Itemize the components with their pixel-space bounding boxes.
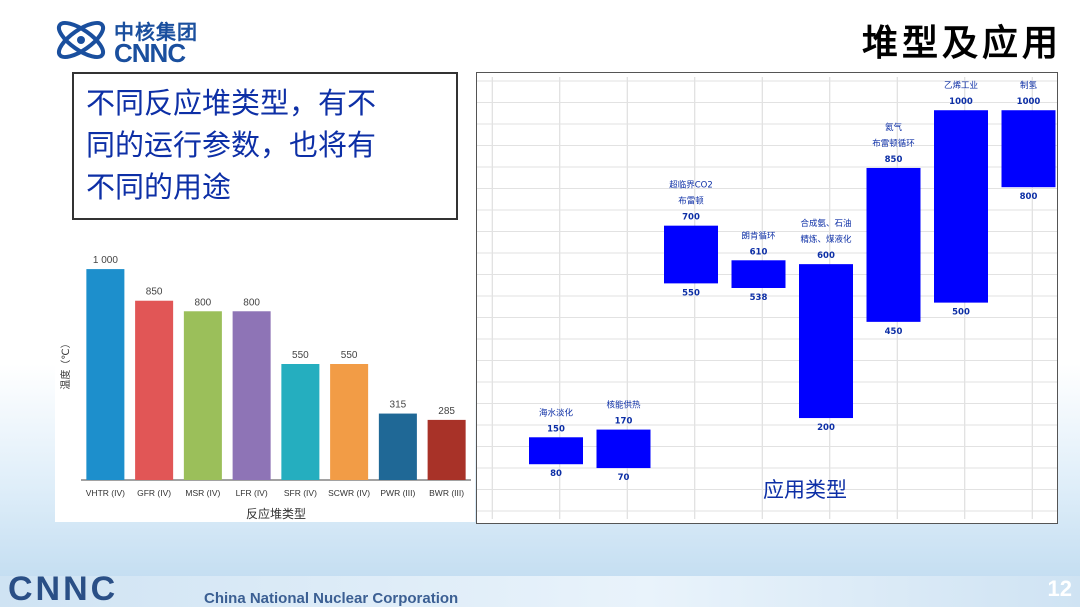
logo-english-name: CNNC — [114, 38, 186, 68]
range-bar — [1001, 110, 1056, 188]
category-label: 制氢 — [1020, 80, 1038, 91]
range-low-label: 800 — [1020, 192, 1038, 202]
bar — [135, 300, 174, 480]
callout-line: 同的运行参数，也将有 — [86, 128, 377, 162]
x-tick-label: SFR (IV) — [284, 488, 317, 498]
x-axis-title: 应用类型 — [763, 478, 847, 502]
bar-value-label: 1 000 — [93, 255, 118, 266]
atom-logo-icon — [56, 20, 106, 60]
range-bar — [664, 225, 718, 284]
category-label: 精炼、煤液化 — [800, 234, 852, 245]
range-bar — [934, 110, 988, 303]
range-bar — [866, 167, 921, 322]
bar-value-label: 550 — [292, 350, 309, 361]
range-high-label: 700 — [682, 213, 700, 223]
bar — [183, 311, 222, 480]
slide-title: 堆型及应用 — [861, 22, 1062, 64]
x-tick-label: SCWR (IV) — [328, 488, 370, 498]
bar — [427, 419, 466, 480]
x-tick-label: PWR (III) — [380, 488, 415, 498]
range-low-label: 550 — [682, 288, 700, 298]
range-bar — [596, 429, 651, 469]
footer: CNNC China National Nuclear Corporation … — [0, 566, 1080, 608]
bar-value-label: 550 — [341, 350, 358, 361]
range-low-label: 450 — [885, 327, 903, 337]
range-low-label: 70 — [618, 473, 630, 483]
footer-brand: CNNC — [8, 570, 119, 608]
callout-line: 不同反应堆类型，有不 — [86, 86, 377, 120]
x-tick-label: BWR (III) — [429, 488, 464, 498]
bar-value-label: 800 — [195, 297, 212, 308]
bar-value-label: 800 — [243, 297, 260, 308]
bar-value-label: 850 — [146, 287, 163, 298]
cnnc-logo: 中核集团 CNNC — [52, 14, 222, 70]
range-bar — [731, 260, 786, 288]
range-high-label: 1000 — [949, 97, 973, 107]
range-bar — [799, 264, 853, 419]
y-axis-title: 温度（℃） — [59, 338, 72, 389]
category-label: 布雷顿循环 — [872, 138, 915, 149]
reactor-temperature-svg: 1 000 VHTR (IV) 850 GFR (IV) 800 MSR (IV) 800 L… — [59, 255, 471, 521]
logo-chinese-name: 中核集团 — [114, 20, 198, 44]
application-temperature-chart: 温度℃15080海水淡化17070核能供热700550超临界CO2布雷顿6105… — [453, 72, 1058, 524]
x-tick-label: GFR (IV) — [137, 488, 171, 498]
range-low-label: 500 — [952, 308, 970, 318]
bar — [378, 413, 417, 480]
range-low-label: 200 — [817, 423, 835, 433]
category-label: 氦气 — [885, 122, 903, 133]
x-axis-title: 反应堆类型 — [246, 506, 306, 521]
bar — [281, 364, 320, 480]
reactor-temperature-chart: 1 000 VHTR (IV) 850 GFR (IV) 800 MSR (IV) 800 L… — [55, 222, 475, 522]
category-label: 朗肯循环 — [741, 230, 776, 241]
bar — [232, 311, 271, 480]
range-high-label: 1000 — [1017, 97, 1041, 107]
range-low-label: 538 — [750, 293, 768, 303]
x-tick-label: VHTR (IV) — [86, 488, 125, 498]
x-tick-label: MSR (IV) — [185, 488, 220, 498]
category-label: 超临界CO2 — [669, 180, 713, 191]
footer-corporation: China National Nuclear Corporation — [204, 590, 459, 607]
page-number: 12 — [1047, 576, 1072, 601]
range-high-label: 150 — [547, 424, 565, 434]
range-bar — [529, 437, 583, 465]
category-label: 布雷顿 — [678, 196, 704, 207]
range-high-label: 850 — [885, 155, 903, 165]
bar-value-label: 315 — [390, 400, 407, 411]
bar-value-label: 285 — [438, 406, 455, 417]
callout-line: 不同的用途 — [86, 170, 232, 204]
range-high-label: 600 — [817, 251, 835, 261]
category-label: 核能供热 — [606, 400, 641, 411]
application-temperature-svg: 温度℃15080海水淡化17070核能供热700550超临界CO2布雷顿6105… — [453, 77, 1057, 519]
category-label: 海水淡化 — [539, 407, 574, 418]
x-tick-label: LFR (IV) — [236, 488, 268, 498]
callout-box: 不同反应堆类型，有不 同的运行参数，也将有 不同的用途 — [72, 72, 458, 220]
footer-band — [0, 576, 1080, 607]
category-label: 乙烯工业 — [944, 80, 978, 91]
bar — [86, 269, 125, 480]
range-high-label: 610 — [750, 247, 768, 257]
range-low-label: 80 — [550, 469, 562, 479]
category-label: 合成氨、石油 — [800, 218, 851, 229]
range-high-label: 170 — [615, 417, 633, 427]
bar — [330, 364, 369, 480]
